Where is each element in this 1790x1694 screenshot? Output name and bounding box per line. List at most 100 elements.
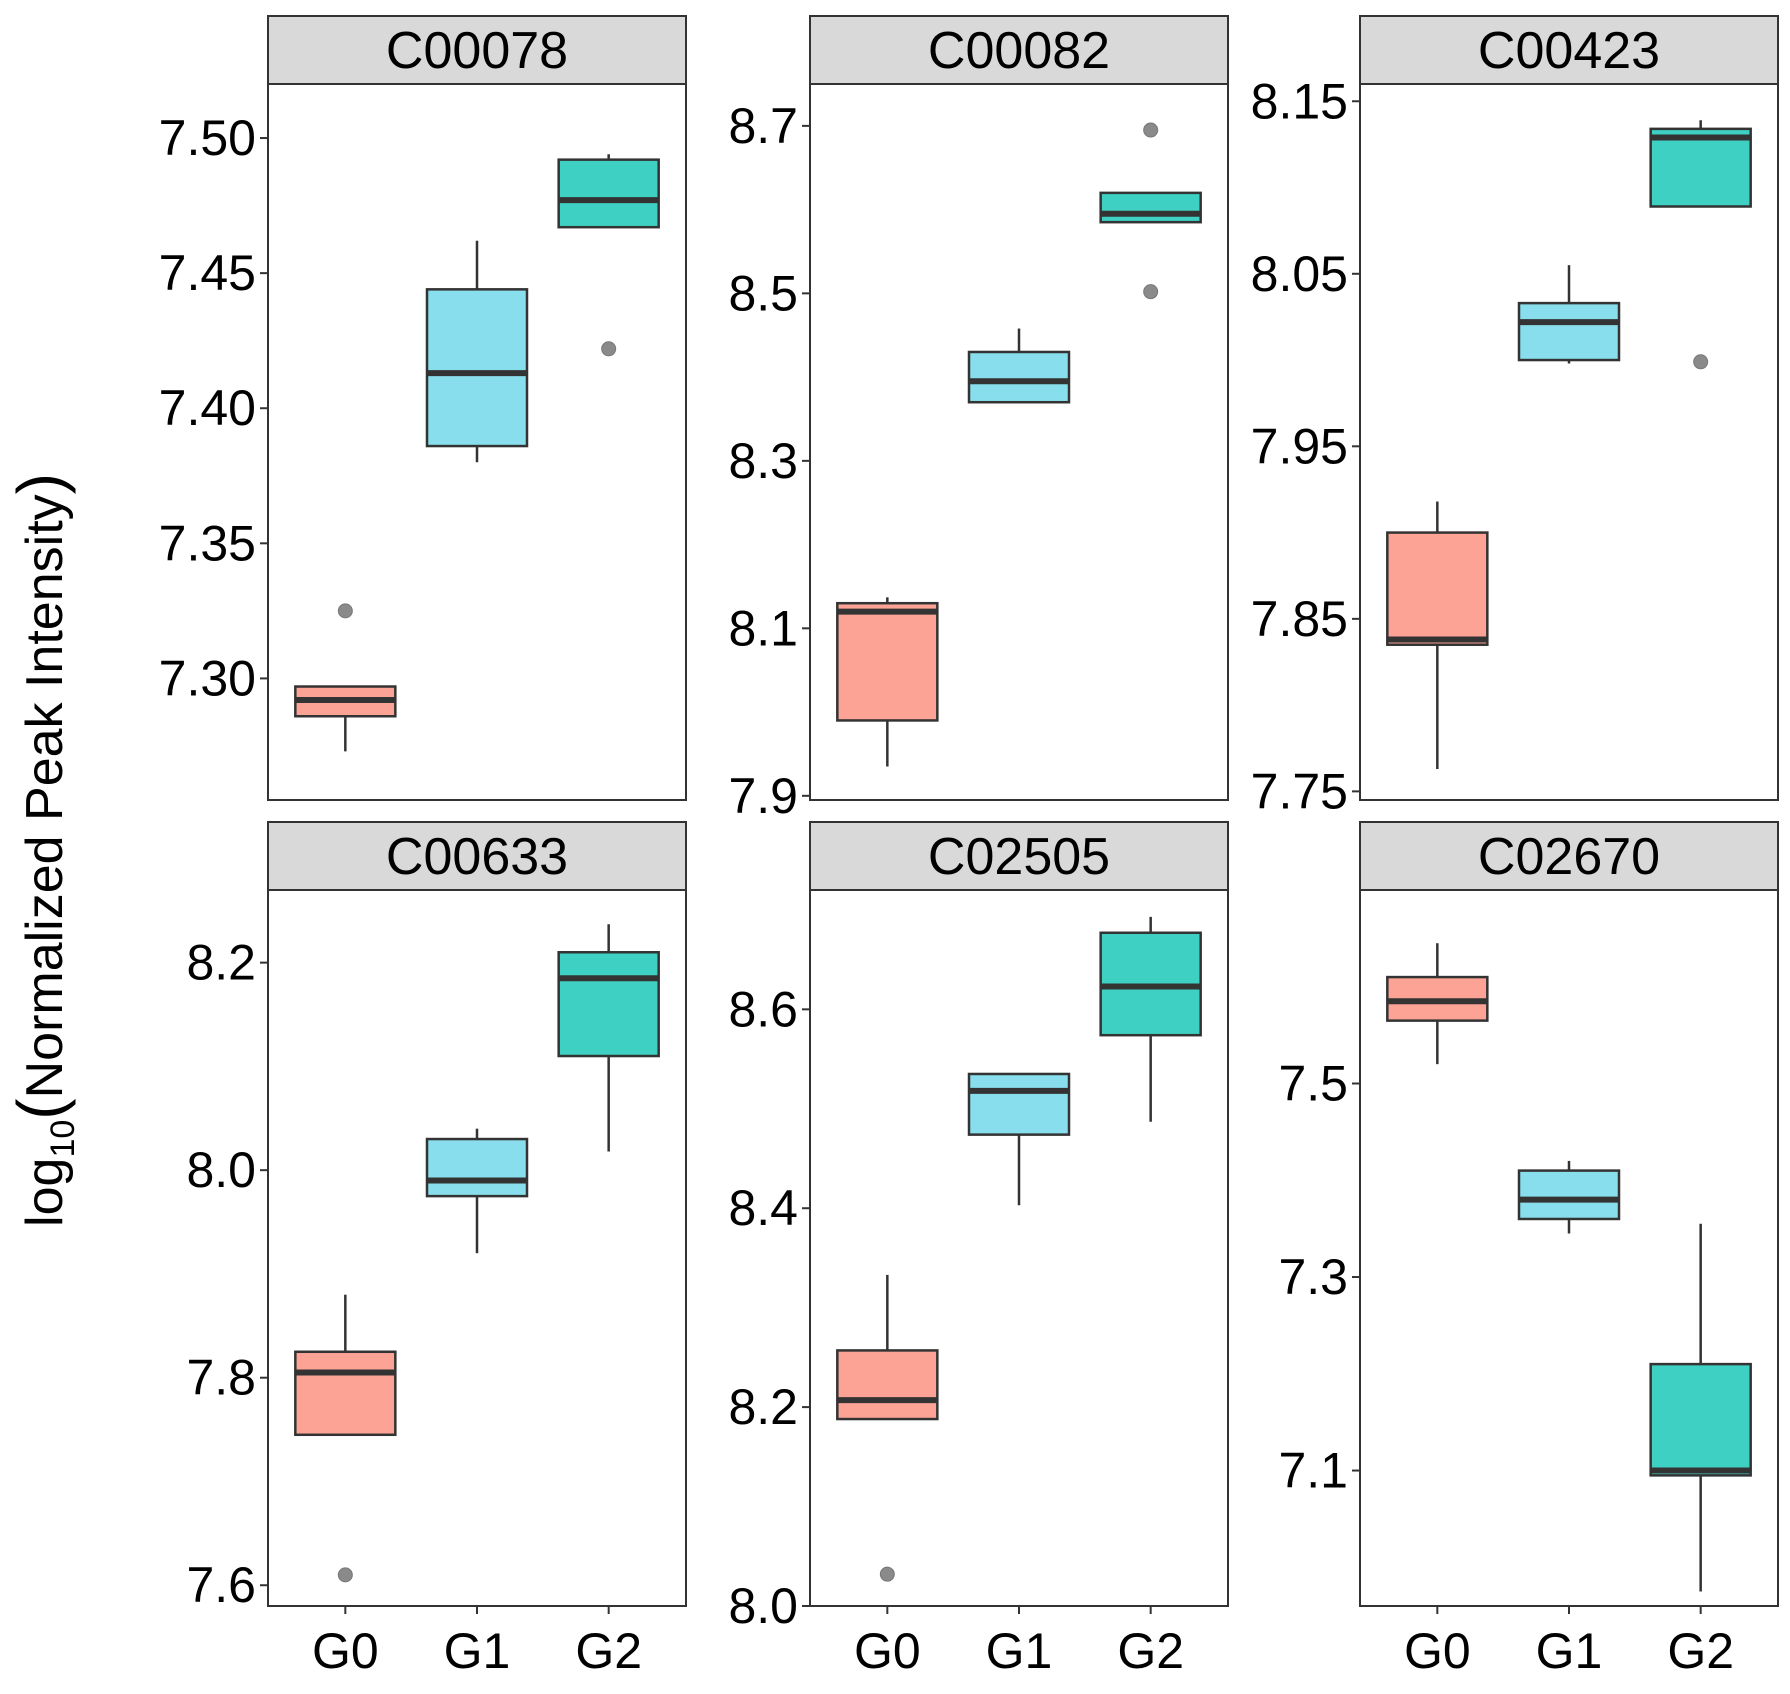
x-tick-label: G1	[444, 1623, 511, 1679]
x-tick-label: G2	[575, 1623, 642, 1679]
box-g2	[1649, 1223, 1752, 1592]
y-tick-label: 7.3	[1278, 1249, 1348, 1305]
facet-title: C00423	[1478, 22, 1660, 80]
iqr-box	[425, 288, 529, 448]
box-g1	[425, 240, 529, 463]
x-tick-label: G0	[854, 1623, 921, 1679]
y-tick-label: 8.6	[728, 981, 798, 1037]
x-tick-label: G2	[1117, 1623, 1184, 1679]
y-axis-title-subscript: 10	[44, 1120, 82, 1158]
box-g1	[425, 1128, 529, 1254]
iqr-box	[836, 601, 939, 722]
facet-strip-c00078	[267, 15, 687, 85]
facet-title: C00078	[386, 22, 568, 80]
box-g2	[557, 154, 660, 357]
y-tick-label: 7.40	[159, 380, 256, 436]
iqr-box	[1649, 127, 1752, 208]
outlier-point	[1693, 354, 1709, 370]
box-g0	[836, 597, 939, 767]
box-g1	[1517, 1160, 1621, 1234]
iqr-box	[557, 158, 660, 229]
y-axis-title-close-paren: )	[4, 473, 76, 494]
facet-c00423: C00423 8.15 8.05 7.95 7.85 7.75	[1251, 15, 1779, 819]
facet-title: C00082	[928, 22, 1110, 80]
y-tick-label: 7.9	[728, 768, 798, 824]
box-g0	[1386, 943, 1489, 1065]
y-axis-title-log: log	[16, 1158, 74, 1227]
y-tick-label: 8.0	[186, 1142, 256, 1198]
x-tick-label: G0	[312, 1623, 379, 1679]
facet-strip-c00633	[267, 821, 687, 891]
iqr-box	[1649, 1362, 1752, 1477]
iqr-box	[836, 1349, 939, 1421]
facet-c00082: C00082 8.7 8.5 8.3 8.1 7.9	[728, 15, 1229, 824]
x-tick-label: G0	[1404, 1623, 1471, 1679]
outlier-point	[1143, 284, 1159, 300]
iqr-box	[1099, 191, 1202, 224]
facet-strip-c00082	[809, 15, 1229, 85]
outlier-point	[337, 603, 353, 619]
facet-title: C02505	[928, 828, 1110, 886]
y-tick-label: 8.4	[728, 1180, 798, 1236]
box-g2	[1099, 122, 1202, 300]
box-g0	[836, 1274, 939, 1582]
y-tick-label: 7.95	[1251, 418, 1348, 474]
y-tick-label: 8.15	[1251, 73, 1348, 129]
x-tick-label: G1	[1536, 1623, 1603, 1679]
y-tick-label: 7.30	[159, 650, 256, 706]
iqr-box	[1517, 301, 1621, 362]
iqr-box	[967, 350, 1071, 404]
facet-c00633: C00633 8.2 8.0 7.8 7.6 G0 G1 G2	[186, 821, 687, 1679]
y-axis-title-open-paren: (	[4, 1098, 76, 1119]
y-tick-label: 8.2	[186, 935, 256, 991]
iqr-box	[1517, 1169, 1621, 1221]
iqr-box	[967, 1072, 1071, 1136]
y-tick-label: 8.3	[728, 433, 798, 489]
y-tick-label: 7.45	[159, 245, 256, 301]
iqr-box	[425, 1137, 529, 1198]
iqr-box	[557, 951, 660, 1058]
x-tick-label: G1	[986, 1623, 1053, 1679]
y-tick-label: 7.85	[1251, 591, 1348, 647]
y-tick-label: 7.1	[1278, 1443, 1348, 1499]
box-g0	[1386, 501, 1489, 769]
facet-c02670: C02670 7.5 7.3 7.1 G0 G1 G2	[1278, 821, 1779, 1679]
box-g1	[967, 1072, 1071, 1206]
iqr-box	[1386, 531, 1489, 646]
y-tick-label: 7.75	[1251, 763, 1348, 819]
y-tick-label: 8.5	[728, 265, 798, 321]
facet-strip-c00423	[1359, 15, 1779, 85]
y-tick-label: 7.8	[186, 1350, 256, 1406]
box-g2	[1099, 916, 1202, 1122]
y-tick-label: 7.50	[159, 110, 256, 166]
facet-panels: C00078 7.50 7.45 7.40 7.35 7.30 C00082 8.7 8.5 8.…	[159, 15, 1779, 1679]
box-g0	[294, 1294, 397, 1583]
y-tick-label: 8.7	[728, 98, 798, 154]
y-tick-label: 7.5	[1278, 1056, 1348, 1112]
box-g1	[1517, 265, 1621, 364]
y-tick-label: 7.6	[186, 1557, 256, 1613]
facet-title: C02670	[1478, 828, 1660, 886]
outlier-point	[601, 341, 617, 357]
facet-strip-c02670	[1359, 821, 1779, 891]
box-g0	[294, 603, 397, 752]
iqr-box	[294, 1350, 397, 1437]
box-g2	[557, 924, 660, 1152]
y-tick-label: 8.05	[1251, 246, 1348, 302]
y-tick-label: 8.2	[728, 1379, 798, 1435]
outlier-point	[1143, 122, 1159, 138]
outlier-point	[337, 1567, 353, 1583]
outlier-point	[879, 1566, 895, 1582]
svg-text:log10(Normalized Peak Intensit: log10(Normalized Peak Intensity)	[4, 473, 82, 1227]
box-g1	[967, 328, 1071, 404]
y-tick-label: 8.1	[728, 600, 798, 656]
x-tick-label: G2	[1667, 1623, 1734, 1679]
facet-title: C00633	[386, 828, 568, 886]
facet-c00078: C00078 7.50 7.45 7.40 7.35 7.30	[159, 15, 687, 801]
facet-c02505: C02505 8.6 8.4 8.2 8.0 G0 G1 G2	[728, 821, 1229, 1679]
y-axis-title: log10(Normalized Peak Intensity)	[4, 473, 82, 1227]
y-tick-label: 8.0	[728, 1578, 798, 1634]
y-axis-title-text: Normalized Peak Intensity	[16, 494, 74, 1098]
y-tick-label: 7.35	[159, 515, 256, 571]
